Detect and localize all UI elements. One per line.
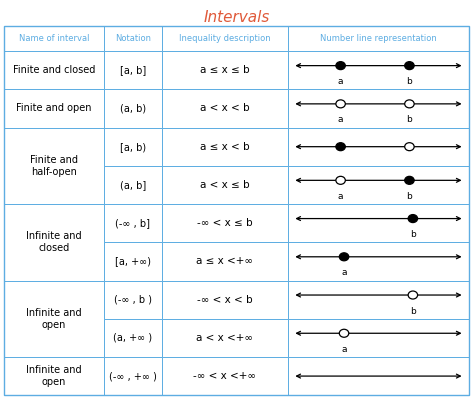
Bar bbox=[162, 280, 288, 319]
Circle shape bbox=[336, 100, 345, 108]
Text: Notation: Notation bbox=[115, 34, 151, 43]
Text: (a, +∞ ): (a, +∞ ) bbox=[114, 333, 152, 343]
Text: [a, b): [a, b) bbox=[120, 142, 146, 152]
Bar bbox=[104, 89, 162, 128]
Bar bbox=[104, 51, 162, 89]
Text: (a, b): (a, b) bbox=[120, 104, 146, 114]
Text: [a, +∞): [a, +∞) bbox=[115, 256, 151, 266]
Text: Infinite and
closed: Infinite and closed bbox=[26, 232, 82, 253]
Text: a ≤ x <+∞: a ≤ x <+∞ bbox=[196, 256, 254, 266]
Text: b: b bbox=[407, 192, 412, 201]
Text: a < x <+∞: a < x <+∞ bbox=[196, 333, 254, 343]
Text: [a, b]: [a, b] bbox=[120, 65, 146, 75]
Bar bbox=[104, 166, 162, 204]
Text: Finite and
half-open: Finite and half-open bbox=[30, 155, 78, 177]
Text: a: a bbox=[342, 345, 347, 354]
Bar bbox=[104, 128, 162, 166]
Bar bbox=[104, 26, 162, 51]
Text: -∞ < x ≤ b: -∞ < x ≤ b bbox=[197, 218, 253, 228]
Text: Number line representation: Number line representation bbox=[320, 34, 437, 43]
Circle shape bbox=[336, 143, 345, 151]
Text: Intervals: Intervals bbox=[203, 10, 270, 25]
Circle shape bbox=[408, 214, 418, 222]
Bar bbox=[104, 242, 162, 280]
Bar bbox=[4, 280, 104, 357]
Bar bbox=[104, 280, 162, 319]
Bar bbox=[288, 26, 469, 51]
Bar bbox=[104, 319, 162, 357]
Text: Finite and closed: Finite and closed bbox=[13, 65, 95, 75]
Text: (-∞ , b]: (-∞ , b] bbox=[115, 218, 150, 228]
Circle shape bbox=[336, 62, 345, 70]
Bar bbox=[162, 51, 288, 89]
Bar bbox=[4, 51, 104, 89]
Text: a: a bbox=[338, 192, 343, 201]
Circle shape bbox=[339, 329, 349, 337]
Circle shape bbox=[408, 291, 418, 299]
Circle shape bbox=[405, 62, 414, 70]
Text: b: b bbox=[407, 115, 412, 124]
Bar bbox=[162, 166, 288, 204]
Text: -∞ < x < b: -∞ < x < b bbox=[197, 295, 253, 305]
Bar bbox=[104, 204, 162, 242]
Text: Infinite and
open: Infinite and open bbox=[26, 308, 82, 330]
Text: b: b bbox=[410, 230, 416, 239]
Bar bbox=[162, 204, 288, 242]
Bar bbox=[104, 357, 162, 395]
Text: b: b bbox=[410, 306, 416, 316]
Bar bbox=[288, 51, 469, 89]
Bar bbox=[4, 128, 104, 204]
Circle shape bbox=[339, 253, 349, 261]
Bar bbox=[288, 319, 469, 357]
Text: a: a bbox=[338, 115, 343, 124]
Bar bbox=[288, 89, 469, 128]
Text: a < x ≤ b: a < x ≤ b bbox=[200, 180, 250, 190]
Text: Infinite and
open: Infinite and open bbox=[26, 365, 82, 387]
Bar bbox=[162, 89, 288, 128]
Circle shape bbox=[405, 176, 414, 184]
Text: Name of interval: Name of interval bbox=[18, 34, 89, 43]
Text: (-∞ , b ): (-∞ , b ) bbox=[114, 295, 152, 305]
Text: a: a bbox=[338, 77, 343, 86]
Bar bbox=[288, 280, 469, 319]
Bar bbox=[162, 357, 288, 395]
Bar bbox=[4, 357, 104, 395]
Text: a < x < b: a < x < b bbox=[200, 104, 250, 114]
Text: b: b bbox=[407, 77, 412, 86]
Bar bbox=[162, 319, 288, 357]
Bar bbox=[162, 26, 288, 51]
Bar bbox=[4, 26, 104, 51]
Bar bbox=[288, 166, 469, 204]
Circle shape bbox=[405, 143, 414, 151]
Circle shape bbox=[405, 100, 414, 108]
Text: (-∞ , +∞ ): (-∞ , +∞ ) bbox=[109, 371, 157, 381]
Bar bbox=[288, 357, 469, 395]
Text: a: a bbox=[342, 268, 347, 277]
Bar bbox=[288, 242, 469, 280]
Bar bbox=[4, 204, 104, 280]
Text: a ≤ x < b: a ≤ x < b bbox=[200, 142, 250, 152]
Text: a ≤ x ≤ b: a ≤ x ≤ b bbox=[200, 65, 250, 75]
Bar bbox=[288, 128, 469, 166]
Bar bbox=[162, 242, 288, 280]
Text: -∞ < x <+∞: -∞ < x <+∞ bbox=[193, 371, 256, 381]
Bar bbox=[162, 128, 288, 166]
Bar bbox=[4, 89, 104, 128]
Text: Inequality description: Inequality description bbox=[179, 34, 271, 43]
Text: Finite and open: Finite and open bbox=[16, 104, 92, 114]
Bar bbox=[288, 204, 469, 242]
Circle shape bbox=[336, 176, 345, 184]
Text: (a, b]: (a, b] bbox=[120, 180, 146, 190]
